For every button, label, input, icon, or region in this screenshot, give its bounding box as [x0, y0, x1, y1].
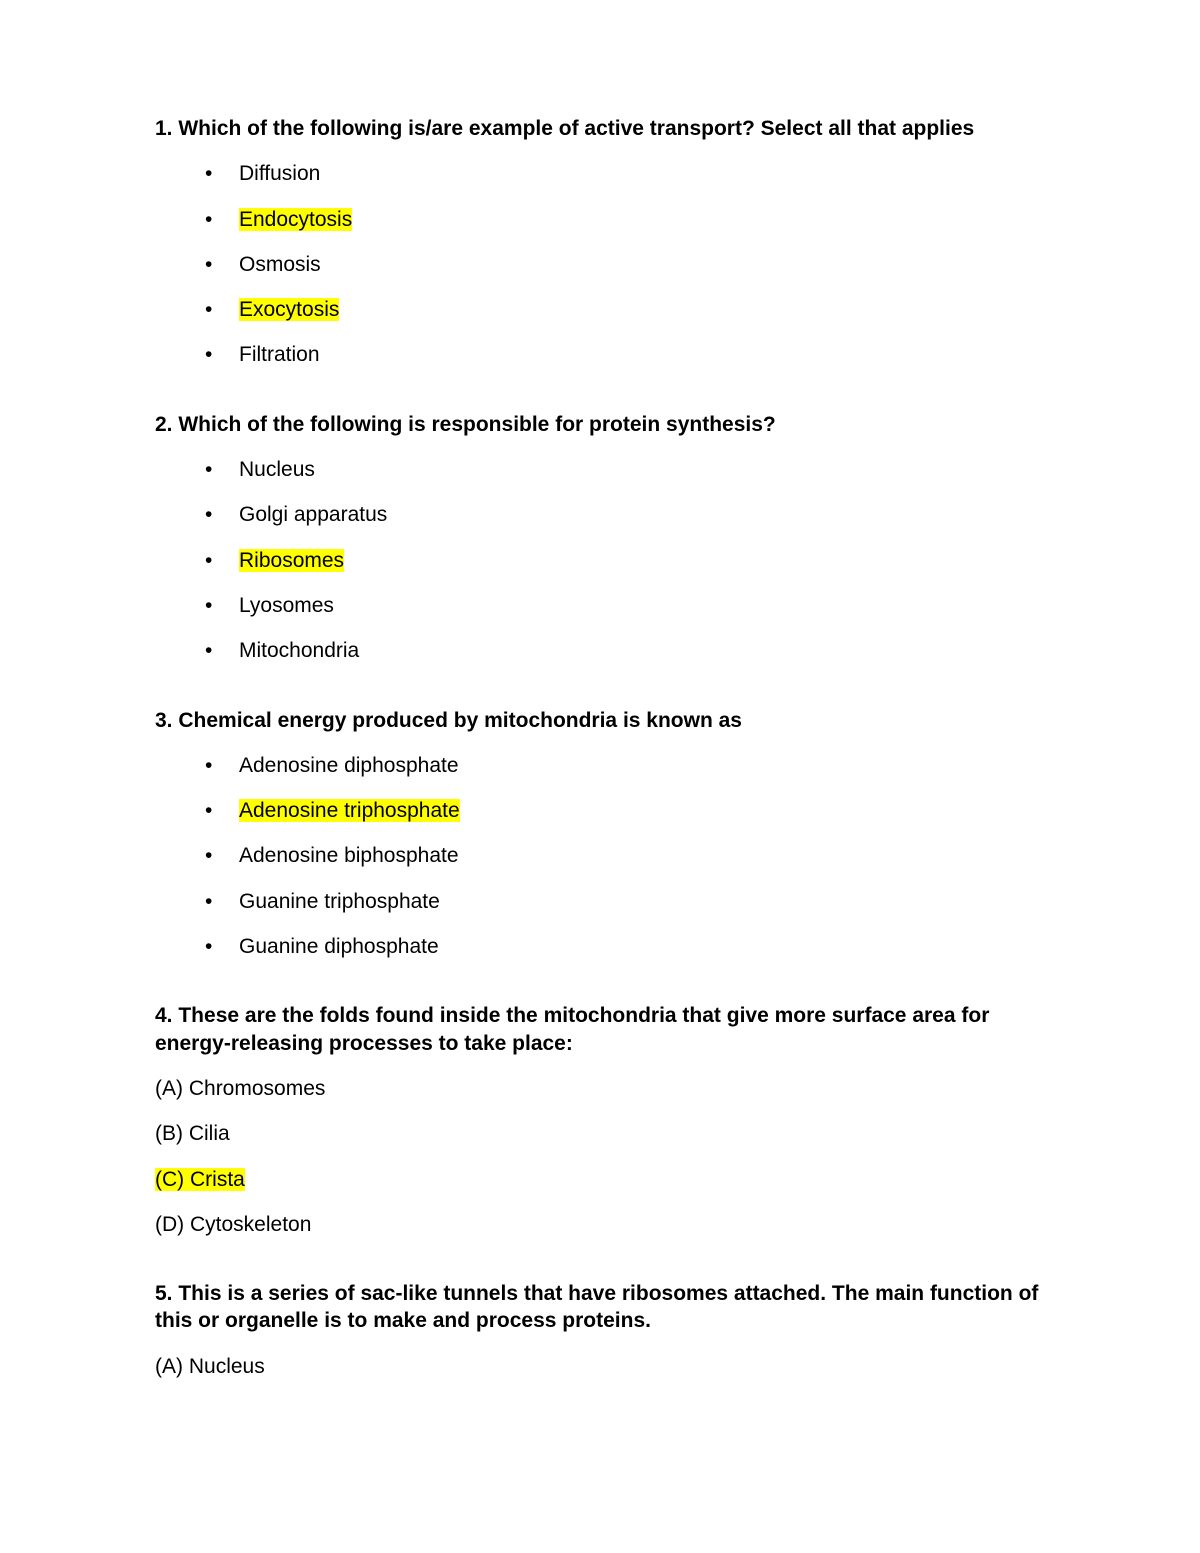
option-highlight: (C) Crista	[155, 1168, 245, 1191]
question-3: 3. Chemical energy produced by mitochond…	[155, 707, 1050, 961]
option-text: Nucleus	[239, 458, 315, 481]
question-4-prompt: 4. These are the folds found inside the …	[155, 1002, 1050, 1057]
question-text: This is a series of sac-like tunnels tha…	[155, 1282, 1038, 1332]
option: Endocytosis	[205, 206, 1050, 233]
option-text: Nucleus	[189, 1355, 265, 1378]
option-text: Exocytosis	[239, 298, 339, 321]
option-letter: (D)	[155, 1213, 184, 1236]
question-text: Chemical energy produced by mitochondria…	[178, 709, 742, 732]
option: Filtration	[205, 341, 1050, 368]
option: Osmosis	[205, 251, 1050, 278]
question-2: 2. Which of the following is responsible…	[155, 411, 1050, 665]
option: Ribosomes	[205, 547, 1050, 574]
question-4: 4. These are the folds found inside the …	[155, 1002, 1050, 1238]
question-number: 4.	[155, 1004, 173, 1027]
option-text: Guanine diphosphate	[239, 935, 439, 958]
question-number: 1.	[155, 117, 173, 140]
option-text: Chromosomes	[189, 1077, 326, 1100]
question-1-prompt: 1. Which of the following is/are example…	[155, 115, 1050, 142]
option-letter: (A)	[155, 1077, 183, 1100]
question-4-options: (A) Chromosomes (B) Cilia (C) Crista (D)…	[155, 1075, 1050, 1238]
question-2-prompt: 2. Which of the following is responsible…	[155, 411, 1050, 438]
option: Diffusion	[205, 160, 1050, 187]
option: Golgi apparatus	[205, 501, 1050, 528]
question-5-prompt: 5. This is a series of sac-like tunnels …	[155, 1280, 1050, 1335]
option-text: Adenosine diphosphate	[239, 754, 459, 777]
option-text: Lyosomes	[239, 594, 334, 617]
option-text: Adenosine triphosphate	[239, 799, 460, 822]
option: Guanine triphosphate	[205, 888, 1050, 915]
option: Guanine diphosphate	[205, 933, 1050, 960]
option-text: Osmosis	[239, 253, 321, 276]
option-text: Mitochondria	[239, 639, 359, 662]
option-text: Golgi apparatus	[239, 503, 387, 526]
option: Lyosomes	[205, 592, 1050, 619]
option-text: Ribosomes	[239, 549, 344, 572]
option-letter: (A)	[155, 1355, 183, 1378]
option: Adenosine diphosphate	[205, 752, 1050, 779]
option-text: Adenosine biphosphate	[239, 844, 459, 867]
question-text: Which of the following is/are example of…	[178, 117, 974, 140]
question-text: These are the folds found inside the mit…	[155, 1004, 989, 1054]
question-5-options: (A) Nucleus	[155, 1353, 1050, 1380]
option: Nucleus	[205, 456, 1050, 483]
option-letter: (B)	[155, 1122, 183, 1145]
option: Adenosine biphosphate	[205, 842, 1050, 869]
question-1-options: Diffusion Endocytosis Osmosis Exocytosis…	[205, 160, 1050, 368]
question-number: 3.	[155, 709, 173, 732]
question-number: 5.	[155, 1282, 173, 1305]
option-text: Diffusion	[239, 162, 320, 185]
option: Mitochondria	[205, 637, 1050, 664]
option: (A) Nucleus	[155, 1353, 1050, 1380]
option: Adenosine triphosphate	[205, 797, 1050, 824]
option: (C) Crista	[155, 1166, 1050, 1193]
document-page: 1. Which of the following is/are example…	[0, 0, 1200, 1553]
option-text: Filtration	[239, 343, 320, 366]
question-3-options: Adenosine diphosphate Adenosine triphosp…	[205, 752, 1050, 960]
question-text: Which of the following is responsible fo…	[178, 413, 775, 436]
question-3-prompt: 3. Chemical energy produced by mitochond…	[155, 707, 1050, 734]
option: (B) Cilia	[155, 1120, 1050, 1147]
option-text: Endocytosis	[239, 208, 352, 231]
option: Exocytosis	[205, 296, 1050, 323]
question-2-options: Nucleus Golgi apparatus Ribosomes Lyosom…	[205, 456, 1050, 664]
option-letter: (C)	[155, 1168, 184, 1191]
option: (A) Chromosomes	[155, 1075, 1050, 1102]
option-text: Cilia	[189, 1122, 230, 1145]
option: (D) Cytoskeleton	[155, 1211, 1050, 1238]
option-text: Guanine triphosphate	[239, 890, 440, 913]
question-5: 5. This is a series of sac-like tunnels …	[155, 1280, 1050, 1380]
question-number: 2.	[155, 413, 173, 436]
question-1: 1. Which of the following is/are example…	[155, 115, 1050, 369]
option-text: Cytoskeleton	[190, 1213, 311, 1236]
option-text: Crista	[190, 1168, 245, 1191]
